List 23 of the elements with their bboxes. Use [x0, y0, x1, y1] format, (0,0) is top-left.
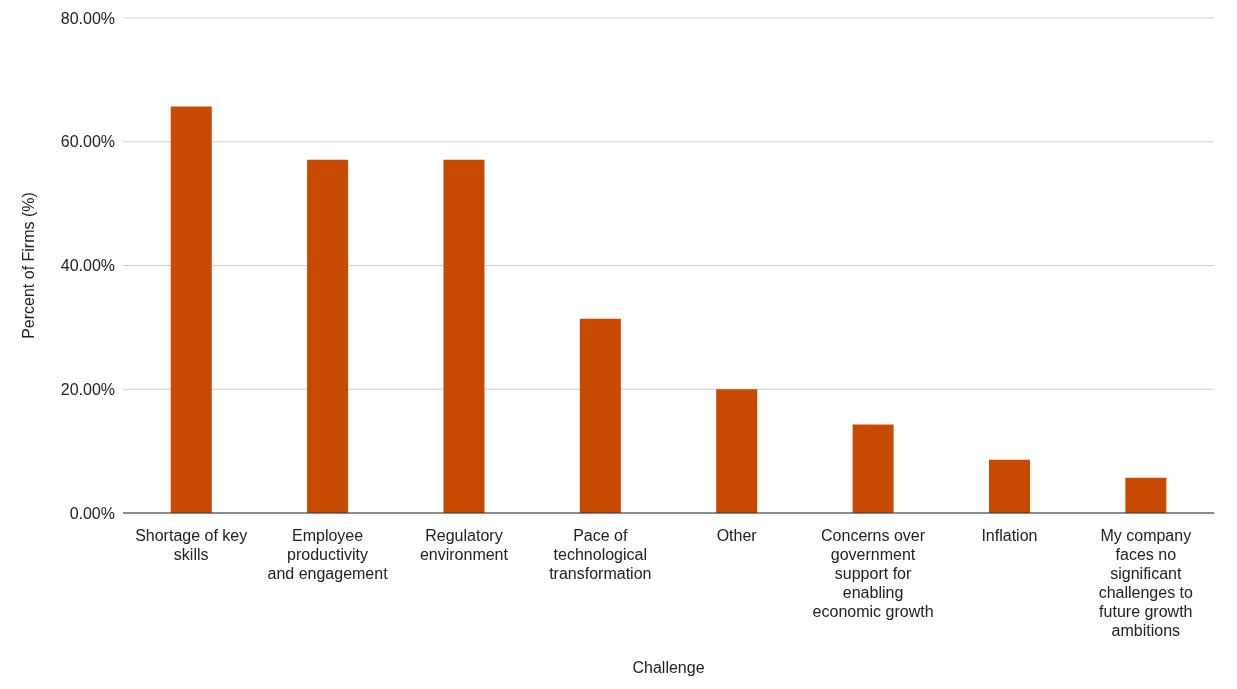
x-tick-label: Inflation — [981, 527, 1038, 544]
y-axis-title: Percent of Firms (%) — [19, 192, 37, 339]
x-tick-label: Shortage of key skills — [135, 527, 248, 563]
bar — [716, 389, 758, 513]
bar — [579, 318, 621, 513]
y-tick-label: 40.00% — [60, 257, 115, 275]
bar — [170, 106, 212, 513]
x-axis-title: Challenge — [632, 659, 705, 676]
x-tick-label: Other — [716, 527, 758, 544]
x-tick-label: Regulatory environment — [419, 527, 509, 563]
bar — [1125, 477, 1167, 513]
bar — [307, 159, 349, 513]
x-tick-label: Concerns over government support for enabling economic growth — [812, 527, 934, 620]
y-tick-label: 80.00% — [60, 9, 115, 27]
bar — [443, 159, 485, 513]
y-tick-label: 0.00% — [69, 504, 115, 522]
y-tick-label: 60.00% — [60, 133, 115, 151]
y-tick-label: 20.00% — [60, 380, 115, 398]
bar — [988, 459, 1030, 513]
bar — [852, 424, 894, 513]
x-tick-label: My company faces no significant challenges to future growth ambitions — [1098, 527, 1194, 639]
x-tick-label: Pace of technological transformation — [549, 527, 652, 582]
x-tick-label: Employee productivity and engagement — [267, 527, 389, 582]
